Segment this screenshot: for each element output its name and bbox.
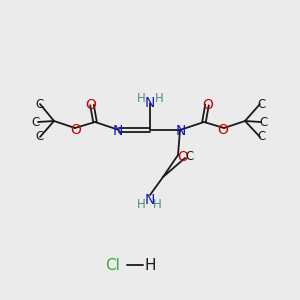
Text: C: C bbox=[185, 149, 193, 163]
Text: H: H bbox=[144, 257, 156, 272]
Text: O: O bbox=[202, 98, 213, 112]
Text: Cl: Cl bbox=[106, 257, 120, 272]
Text: C: C bbox=[32, 116, 40, 128]
Text: H: H bbox=[154, 92, 164, 106]
Text: C: C bbox=[257, 98, 265, 110]
Text: C: C bbox=[259, 116, 267, 128]
Text: C: C bbox=[35, 98, 43, 110]
Text: N: N bbox=[113, 124, 123, 138]
Text: O: O bbox=[218, 123, 228, 137]
Text: C: C bbox=[35, 130, 43, 143]
Text: H: H bbox=[153, 199, 161, 212]
Text: N: N bbox=[145, 96, 155, 110]
Text: O: O bbox=[70, 123, 81, 137]
Text: C: C bbox=[257, 130, 265, 143]
Text: O: O bbox=[85, 98, 96, 112]
Text: H: H bbox=[136, 92, 146, 106]
Text: N: N bbox=[176, 124, 186, 138]
Text: H: H bbox=[136, 199, 146, 212]
Text: O: O bbox=[178, 150, 188, 164]
Text: N: N bbox=[145, 193, 155, 207]
